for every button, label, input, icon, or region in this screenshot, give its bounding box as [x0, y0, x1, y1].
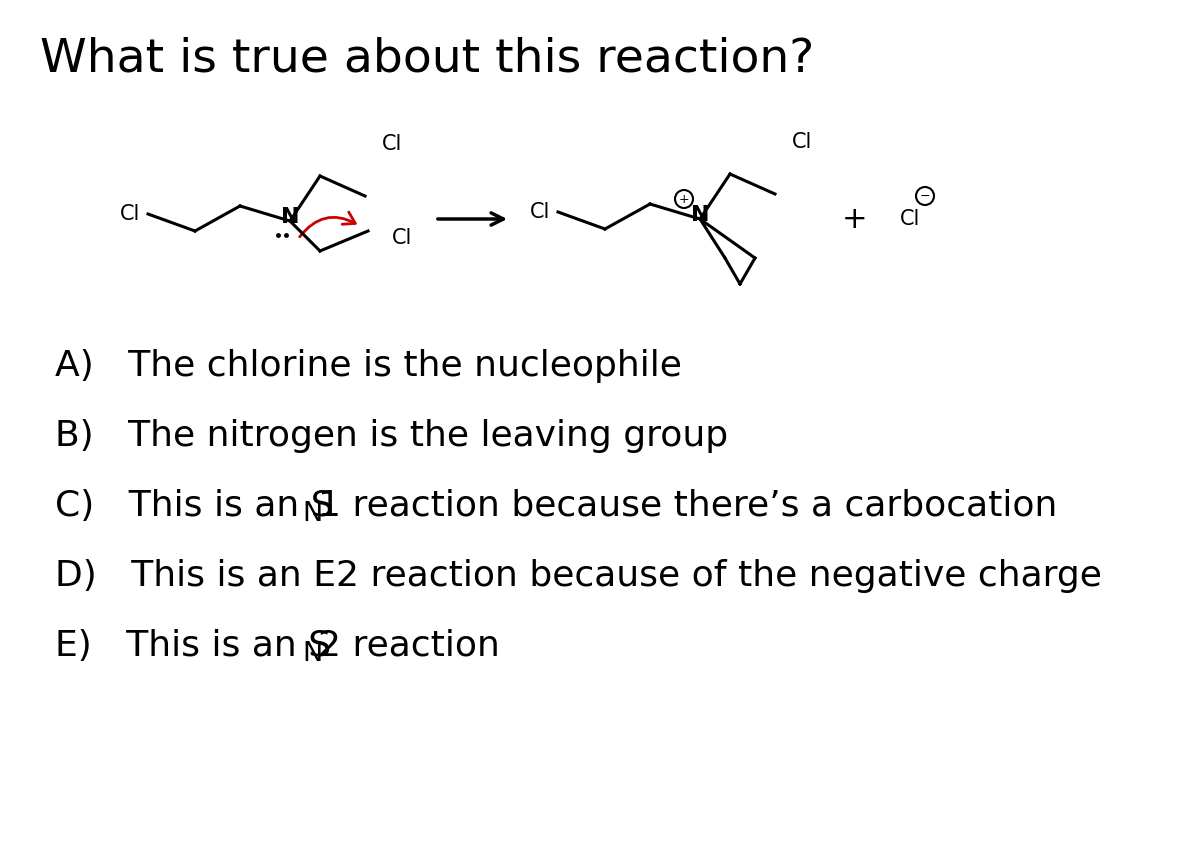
- Text: Cl: Cl: [392, 228, 413, 248]
- Text: A)   The chlorine is the nucleophile: A) The chlorine is the nucleophile: [55, 349, 682, 383]
- Text: D)   This is an E2 reaction because of the negative charge: D) This is an E2 reaction because of the…: [55, 559, 1102, 593]
- Text: −: −: [919, 189, 930, 203]
- Text: N: N: [281, 207, 299, 227]
- Text: 2 reaction: 2 reaction: [318, 629, 500, 663]
- Text: What is true about this reaction?: What is true about this reaction?: [40, 36, 815, 81]
- Text: N: N: [302, 501, 323, 527]
- Text: Cl: Cl: [792, 132, 812, 152]
- Text: Cl: Cl: [382, 134, 402, 154]
- Text: 1 reaction because there’s a carbocation: 1 reaction because there’s a carbocation: [318, 489, 1057, 523]
- Text: N: N: [691, 205, 709, 225]
- Text: N: N: [302, 641, 323, 667]
- FancyArrowPatch shape: [300, 212, 355, 237]
- Text: B)   The nitrogen is the leaving group: B) The nitrogen is the leaving group: [55, 419, 728, 453]
- Text: C)   This is an S: C) This is an S: [55, 489, 334, 523]
- Text: Cl: Cl: [120, 204, 140, 224]
- Text: Cl: Cl: [900, 209, 920, 229]
- Text: E)   This is an S: E) This is an S: [55, 629, 331, 663]
- Text: +: +: [679, 193, 689, 205]
- Text: +: +: [842, 205, 868, 234]
- Text: Cl: Cl: [529, 202, 550, 222]
